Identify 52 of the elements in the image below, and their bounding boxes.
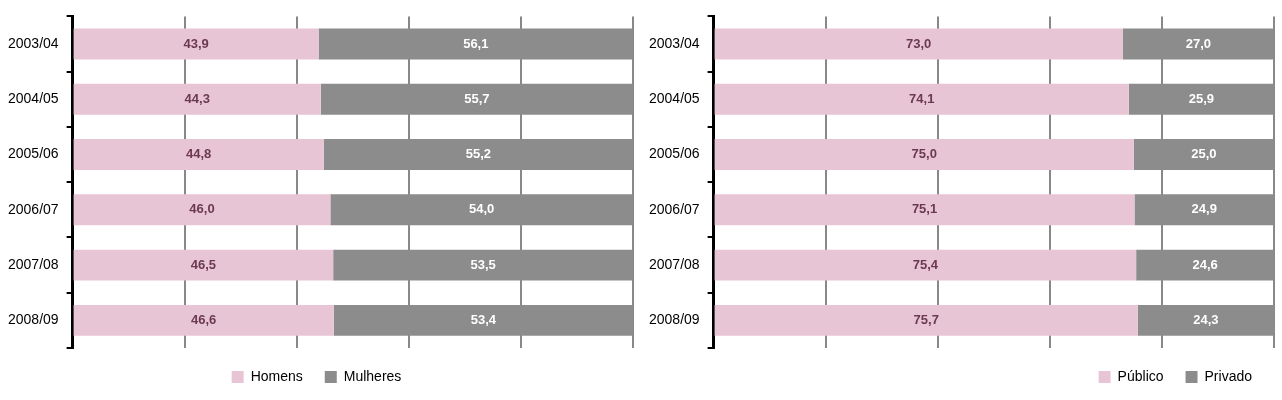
data-label: 44,8: [185, 146, 212, 162]
data-label: 43,9: [183, 35, 209, 51]
data-label: 46,0: [189, 201, 215, 217]
bar: [73, 304, 334, 336]
y-tick-label: 2006/07: [649, 200, 700, 217]
bar: [714, 194, 1135, 226]
data-label: 53,4: [470, 311, 497, 327]
bar: [73, 28, 319, 60]
data-label: 75,7: [913, 311, 939, 327]
bar: [73, 83, 321, 115]
data-label: 56,1: [463, 35, 489, 51]
data-label: 27,0: [1185, 35, 1211, 51]
data-label: 55,7: [464, 90, 490, 106]
y-tick-label: 2008/09: [8, 311, 59, 328]
data-label: 74,1: [909, 90, 935, 106]
data-label: 44,3: [184, 90, 210, 106]
data-label: 24,9: [1191, 201, 1217, 217]
bar: [714, 304, 1138, 336]
data-label: 46,5: [190, 256, 217, 272]
legend-label: Privado: [1204, 367, 1253, 384]
y-tick-label: 2003/04: [8, 34, 59, 51]
bar: [73, 249, 334, 281]
bar: [714, 28, 1123, 60]
data-label: 75,0: [911, 146, 937, 162]
y-tick-label: 2004/05: [649, 90, 700, 107]
data-label: 25,9: [1188, 90, 1215, 106]
y-tick-label: 2005/06: [649, 145, 700, 162]
bar: [714, 249, 1137, 281]
y-tick-label: 2007/08: [8, 255, 59, 272]
data-label: 53,5: [470, 256, 496, 272]
data-label: 55,2: [465, 146, 491, 162]
legend-label: Mulheres: [343, 367, 402, 384]
bar: [714, 83, 1129, 115]
y-tick-label: 2005/06: [8, 145, 59, 162]
legend-label: Público: [1117, 367, 1164, 384]
data-label: 25,0: [1191, 146, 1217, 162]
y-tick-label: 2008/09: [649, 311, 700, 328]
bar: [73, 194, 331, 226]
data-label: 75,4: [912, 256, 939, 272]
y-tick-label: 2003/04: [649, 34, 700, 51]
y-tick-label: 2006/07: [8, 200, 59, 217]
legend-label: Homens: [250, 367, 303, 384]
data-label: 54,0: [469, 201, 495, 217]
data-label: 24,3: [1193, 311, 1219, 327]
bar: [714, 139, 1134, 171]
y-tick-label: 2004/05: [8, 90, 59, 107]
bar: [73, 139, 324, 171]
data-label: 24,6: [1192, 256, 1218, 272]
data-label: 46,6: [191, 311, 217, 327]
y-tick-label: 2007/08: [649, 255, 700, 272]
data-label: 73,0: [905, 35, 932, 51]
data-label: 75,1: [911, 201, 938, 217]
